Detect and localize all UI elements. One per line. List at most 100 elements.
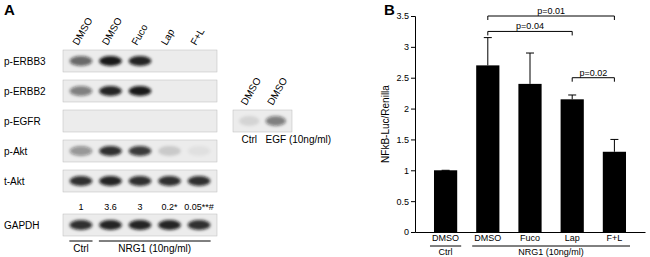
quantification: 1 bbox=[78, 202, 83, 212]
error-bar bbox=[526, 53, 534, 84]
y-tick: 3.5 bbox=[396, 11, 415, 21]
panel-a: ADMSODMSOFucoLapF+Lp-ERBB3p-ERBB2p-EGFRD… bbox=[4, 1, 331, 254]
x-tick-label: F+L bbox=[607, 233, 623, 243]
x-tick: DMSO bbox=[474, 233, 501, 243]
band bbox=[158, 86, 181, 96]
band bbox=[239, 116, 259, 126]
error-cap bbox=[442, 170, 450, 171]
group-label: Ctrl bbox=[73, 243, 89, 254]
error-stem bbox=[572, 95, 573, 99]
error-cap bbox=[568, 94, 576, 95]
error-stem bbox=[530, 53, 531, 84]
band bbox=[158, 220, 181, 230]
blot-strip bbox=[63, 214, 217, 236]
y-tick-label: 3.5 bbox=[396, 11, 409, 21]
lane-label: DMSO bbox=[100, 15, 125, 47]
plot-marks bbox=[434, 38, 626, 232]
lane-label: DMSO bbox=[70, 15, 95, 47]
band bbox=[129, 116, 152, 126]
x-tick-label: DMSO bbox=[432, 233, 459, 243]
row-label: t-Akt bbox=[4, 176, 25, 187]
row-label: p-ERBB3 bbox=[4, 56, 46, 67]
quantification: 0.2* bbox=[162, 202, 179, 212]
band bbox=[158, 146, 181, 156]
y-tick: 2.5 bbox=[396, 73, 415, 83]
significance-label: p=0.01 bbox=[537, 6, 565, 16]
band bbox=[99, 56, 122, 66]
y-tick-mark bbox=[411, 232, 415, 233]
y-tick: 0.5 bbox=[396, 197, 415, 207]
quantification: 0.05**# bbox=[184, 202, 214, 212]
band bbox=[129, 220, 152, 230]
group-label: Ctrl bbox=[439, 247, 453, 257]
y-tick-mark bbox=[411, 47, 415, 48]
row-label: p-ERBB2 bbox=[4, 86, 46, 97]
inset-strip bbox=[233, 110, 292, 132]
y-tick: 1.5 bbox=[396, 135, 415, 145]
group-label: NRG1 (10ng/ml) bbox=[118, 243, 191, 254]
significance-bracket bbox=[488, 16, 615, 20]
panel-label: A bbox=[4, 1, 15, 18]
band bbox=[129, 56, 152, 66]
x-tick-label: DMSO bbox=[474, 233, 501, 243]
y-tick-label: 2.5 bbox=[396, 73, 409, 83]
y-tick-mark bbox=[411, 201, 415, 202]
y-tick-label: 0.5 bbox=[396, 197, 409, 207]
y-axis: 00.511.522.533.5 bbox=[396, 11, 415, 237]
y-tick-mark bbox=[411, 139, 415, 140]
bar bbox=[434, 170, 457, 232]
error-cap bbox=[484, 37, 492, 38]
x-tick: DMSO bbox=[432, 233, 459, 243]
quantification: 3.6 bbox=[104, 202, 117, 212]
x-tick-label: Lap bbox=[565, 233, 580, 243]
y-tick-label: 1.5 bbox=[396, 135, 409, 145]
y-tick-mark bbox=[411, 16, 415, 17]
panel-label: B bbox=[384, 1, 395, 18]
y-tick-mark bbox=[411, 170, 415, 171]
band bbox=[70, 56, 93, 66]
y-tick: 3 bbox=[404, 42, 415, 52]
quantification: 3 bbox=[137, 202, 142, 212]
error-cap bbox=[526, 53, 534, 54]
group-line bbox=[69, 241, 92, 242]
error-bar bbox=[484, 38, 492, 66]
bar bbox=[561, 99, 584, 232]
band bbox=[129, 146, 152, 156]
blot-strip bbox=[63, 110, 217, 132]
x-tick-label: Fuco bbox=[520, 233, 540, 243]
significance-label: p=0.04 bbox=[516, 21, 544, 31]
band bbox=[99, 116, 122, 126]
y-tick-label: 2 bbox=[404, 104, 409, 114]
inset-condition: Ctrl bbox=[241, 134, 257, 145]
y-tick: 2 bbox=[404, 104, 415, 114]
band bbox=[99, 176, 122, 186]
lane-label: F+L bbox=[188, 26, 207, 47]
blot-strip bbox=[63, 140, 217, 162]
band bbox=[158, 56, 181, 66]
y-tick-mark bbox=[411, 78, 415, 79]
significance-bracket bbox=[572, 78, 614, 82]
band bbox=[188, 116, 211, 126]
error-stem bbox=[487, 38, 488, 66]
blot-strip bbox=[63, 170, 217, 192]
row-label: p-EGFR bbox=[4, 116, 41, 127]
inset-condition: EGF (10ng/ml) bbox=[266, 134, 332, 145]
bar bbox=[476, 65, 499, 232]
x-tick: F+L bbox=[607, 233, 623, 243]
band bbox=[188, 146, 211, 156]
band bbox=[70, 116, 93, 126]
error-stem bbox=[614, 139, 615, 151]
inset-lane-label: DMSO bbox=[238, 75, 263, 107]
significance-bracket bbox=[488, 31, 572, 35]
x-axis: DMSO DMSO Fuco Lap F+L bbox=[416, 233, 646, 244]
band bbox=[158, 116, 181, 126]
band bbox=[129, 176, 152, 186]
group-label: NRG1 (10ng/ml) bbox=[518, 247, 584, 257]
lane-label: Lap bbox=[159, 27, 177, 47]
lane-label: Fuco bbox=[129, 22, 150, 47]
significance-label: p=0.02 bbox=[579, 68, 607, 78]
x-tick: Lap bbox=[565, 233, 580, 243]
y-tick-mark bbox=[411, 109, 415, 110]
band bbox=[188, 220, 211, 230]
error-bar bbox=[610, 139, 618, 151]
